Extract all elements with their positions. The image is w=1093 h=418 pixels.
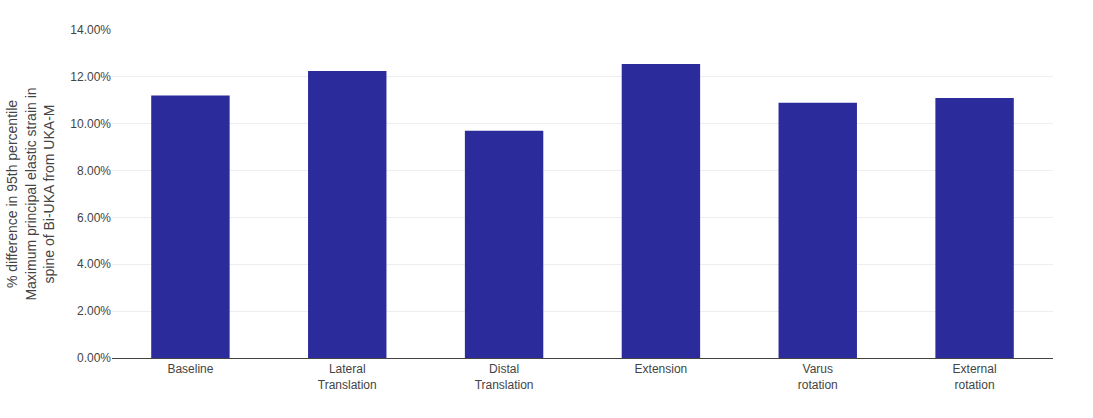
svg-text:2.00%: 2.00% [77, 304, 111, 318]
svg-text:% difference in 95th percentil: % difference in 95th percentileMaximum p… [4, 87, 56, 300]
svg-text:14.00%: 14.00% [70, 23, 111, 37]
svg-text:6.00%: 6.00% [77, 211, 111, 225]
svg-text:8.00%: 8.00% [77, 164, 111, 178]
svg-text:DistalTranslation: DistalTranslation [475, 362, 534, 392]
svg-text:LateralTranslation: LateralTranslation [318, 362, 377, 392]
svg-text:Extension: Extension [635, 362, 688, 376]
svg-text:10.00%: 10.00% [70, 117, 111, 131]
svg-text:Externalrotation: Externalrotation [953, 362, 997, 392]
svg-text:Baseline: Baseline [167, 362, 213, 376]
svg-text:0.00%: 0.00% [77, 351, 111, 365]
svg-text:Varusrotation: Varusrotation [798, 362, 838, 392]
svg-text:12.00%: 12.00% [70, 70, 111, 84]
svg-text:4.00%: 4.00% [77, 257, 111, 271]
